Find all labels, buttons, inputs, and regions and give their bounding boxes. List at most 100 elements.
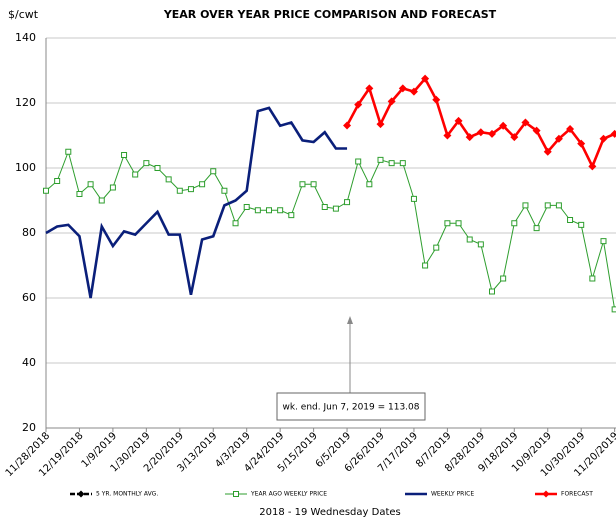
marker — [366, 181, 373, 188]
marker — [187, 186, 194, 193]
marker — [410, 195, 417, 202]
y-tick-label: 20 — [22, 421, 36, 434]
marker — [432, 95, 441, 104]
y-tick-label: 40 — [22, 356, 36, 369]
marker — [221, 187, 228, 194]
marker — [610, 129, 616, 138]
marker — [210, 168, 217, 175]
marker — [376, 120, 385, 129]
series-line — [45, 106, 348, 299]
marker — [455, 220, 462, 227]
series-line — [345, 76, 616, 170]
y-tick-label: 120 — [15, 96, 36, 109]
marker — [398, 84, 407, 93]
legend-label: FORECAST — [561, 491, 593, 498]
marker — [399, 160, 406, 167]
marker — [388, 160, 395, 167]
marker — [321, 204, 328, 210]
marker — [387, 97, 396, 106]
marker — [365, 84, 374, 93]
series-line — [45, 150, 616, 310]
marker — [243, 204, 250, 210]
marker — [433, 244, 440, 251]
x-axis-label: 2018 - 19 Wednesday Dates — [259, 507, 401, 518]
marker — [577, 139, 586, 148]
marker — [499, 121, 508, 130]
marker — [354, 100, 363, 109]
marker — [611, 306, 616, 313]
legend-item: FORECAST — [535, 490, 593, 498]
legend-label: WEEKLY PRICE — [431, 491, 474, 498]
marker — [332, 205, 339, 212]
marker — [65, 148, 72, 155]
legend-marker — [233, 491, 239, 497]
marker — [355, 158, 362, 165]
y-axis-label: $/cwt — [8, 8, 39, 21]
marker — [76, 191, 83, 197]
marker — [600, 238, 607, 245]
annotation-arrowhead — [347, 316, 353, 324]
y-tick-label: 140 — [15, 31, 36, 44]
marker — [489, 288, 495, 295]
marker — [310, 181, 317, 188]
annotation-box — [276, 392, 426, 421]
legend-item: YEAR AGO WEEKLY PRICE — [225, 491, 327, 498]
marker — [232, 220, 239, 227]
marker — [299, 181, 306, 188]
marker — [87, 181, 94, 188]
marker — [154, 165, 161, 171]
marker — [54, 178, 61, 184]
marker — [43, 187, 49, 194]
marker — [121, 152, 128, 158]
legend-marker — [542, 490, 550, 498]
legend-item: WEEKLY PRICE — [405, 491, 474, 498]
chart-title: YEAR OVER YEAR PRICE COMPARISON AND FORE… — [163, 8, 497, 21]
marker — [377, 156, 384, 163]
marker — [266, 207, 272, 214]
marker — [521, 118, 530, 127]
y-tick-label: 60 — [22, 291, 36, 304]
marker — [343, 121, 352, 130]
marker — [588, 162, 597, 171]
marker — [199, 181, 206, 188]
legend-label: 5 YR. MONTHLY AVG. — [96, 491, 158, 498]
marker — [578, 221, 585, 228]
marker — [522, 202, 529, 209]
marker — [109, 184, 116, 191]
marker — [143, 160, 150, 167]
marker — [477, 241, 484, 248]
marker — [533, 225, 540, 232]
legend-item: 5 YR. MONTHLY AVG. — [70, 490, 158, 498]
marker — [555, 202, 562, 209]
y-tick-label: 80 — [22, 226, 36, 239]
marker — [443, 131, 452, 140]
legend-marker — [77, 490, 85, 498]
marker — [466, 236, 473, 243]
marker — [288, 212, 295, 219]
marker — [465, 133, 474, 142]
marker — [422, 262, 429, 269]
marker — [510, 133, 519, 142]
marker — [589, 275, 596, 282]
marker — [567, 217, 574, 223]
annotation-text: wk. end. Jun 7, 2019 = 113.08 — [283, 403, 420, 413]
marker — [488, 129, 496, 138]
marker — [566, 125, 575, 133]
marker — [409, 87, 418, 96]
marker — [532, 126, 541, 135]
marker — [444, 220, 451, 227]
marker — [544, 202, 551, 209]
marker — [454, 116, 463, 125]
marker — [277, 207, 284, 214]
marker — [511, 220, 518, 227]
marker — [554, 134, 563, 143]
marker — [599, 134, 608, 143]
annotation: wk. end. Jun 7, 2019 = 113.08 — [276, 316, 426, 421]
marker — [165, 176, 172, 183]
marker — [476, 128, 485, 137]
marker — [98, 197, 105, 204]
marker — [254, 207, 261, 214]
marker — [543, 147, 552, 156]
marker — [176, 187, 183, 194]
